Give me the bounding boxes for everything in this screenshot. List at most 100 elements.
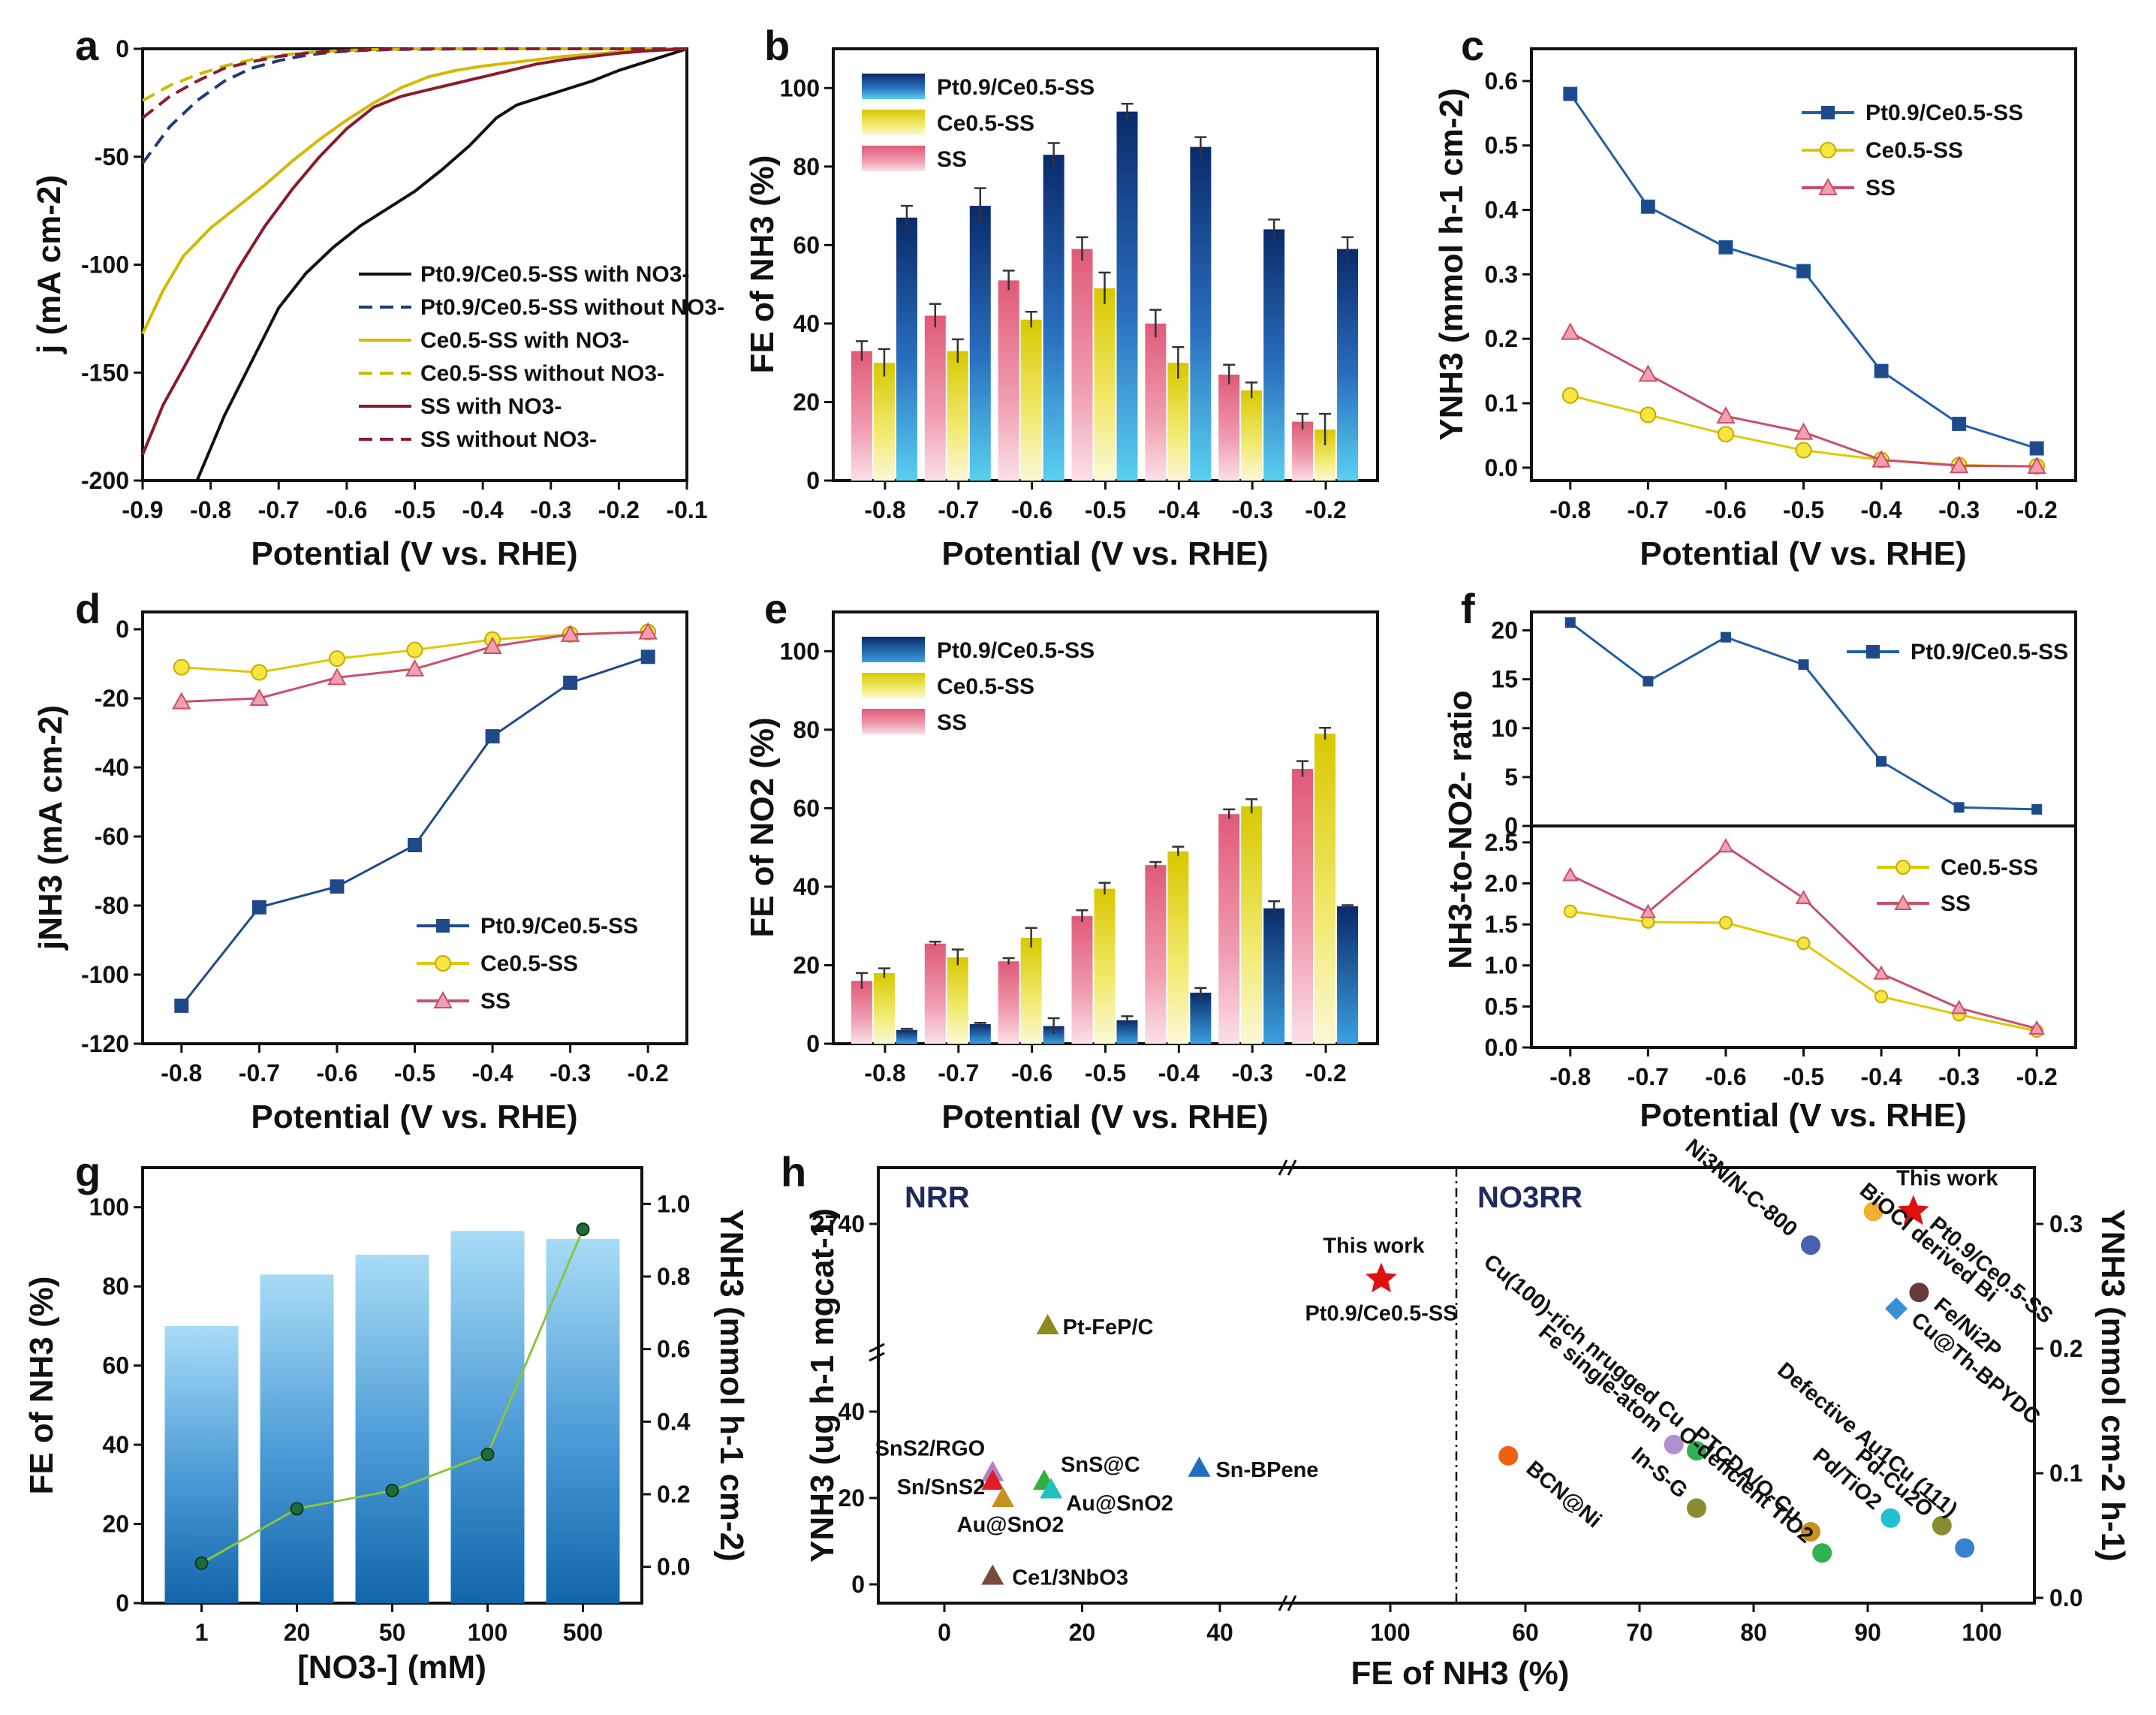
series-f-1-1-point bbox=[2028, 1020, 2045, 1035]
series-3-2-point bbox=[560, 624, 580, 642]
h-mid-xtick-label: 100 bbox=[1370, 1619, 1410, 1646]
f-xtick-label: -0.4 bbox=[1861, 1063, 1902, 1090]
x-axis-label-g: [NO3-] (mM) bbox=[297, 1649, 486, 1686]
point-h-star bbox=[1366, 1262, 1397, 1293]
m2-xtick-label: -0.4 bbox=[1861, 496, 1902, 523]
a-xtick-label: -0.8 bbox=[190, 496, 231, 523]
bar-g bbox=[355, 1255, 429, 1603]
series-3-0-point bbox=[640, 650, 655, 665]
f-xtick-label: -0.7 bbox=[1628, 1063, 1669, 1090]
series-f-0-0-point bbox=[2031, 803, 2043, 815]
g-ytick-label: 100 bbox=[89, 1194, 129, 1221]
legend-a: Pt0.9/Ce0.5-SS with NO3- Pt0.9/Ce0.5-SS … bbox=[359, 262, 724, 452]
point-h-no3rr bbox=[1885, 1297, 1908, 1320]
series-3-2-point bbox=[327, 668, 347, 686]
bar1-ytick-label: 0 bbox=[806, 467, 820, 494]
a-xtick-label: -0.3 bbox=[530, 496, 571, 523]
legend-d-item-2: SS bbox=[480, 989, 510, 1014]
series-f-0-0-point bbox=[1564, 617, 1576, 628]
series-2-2-point bbox=[1716, 406, 1736, 424]
annotation-h-label: Sn-BPene bbox=[1215, 1458, 1318, 1482]
point-h-star bbox=[1897, 1195, 1929, 1225]
series-2-2-point bbox=[1638, 364, 1658, 382]
series-3-1-point bbox=[406, 641, 423, 659]
bar-4-2 bbox=[969, 1023, 991, 1044]
plot-frame-f bbox=[1530, 610, 2077, 1049]
bar-4-1 bbox=[947, 957, 968, 1044]
axis-break-mark bbox=[869, 1343, 885, 1353]
series-f-1-1-point bbox=[1795, 890, 1812, 905]
bar1-ytick-label: 80 bbox=[793, 153, 820, 180]
series-2-2-point bbox=[2027, 457, 2046, 475]
h-left-ytick-label: 20 bbox=[838, 1484, 865, 1512]
m3-ytick-label: -100 bbox=[81, 961, 129, 988]
annotation-h-label: This work bbox=[1323, 1234, 1425, 1258]
series-f-1-0-point bbox=[1563, 904, 1577, 918]
g2-ytick-label: 1.0 bbox=[657, 1190, 690, 1217]
a-ytick-label: -200 bbox=[81, 467, 129, 494]
bar1-xtick-label: -0.2 bbox=[1305, 496, 1347, 523]
legend-a-item-1: Pt0.9/Ce0.5-SS without NO3- bbox=[420, 295, 724, 320]
h-right-ytick-label: 0.2 bbox=[2049, 1335, 2082, 1362]
series-2-1-point bbox=[1717, 426, 1734, 443]
legend-b: Pt0.9/Ce0.5-SS Ce0.5-SS SS bbox=[862, 74, 1095, 172]
bar-1-1 bbox=[1020, 319, 1042, 481]
bar-g bbox=[546, 1238, 620, 1603]
panel-h: 0 20 40 100 60 70 80 90 100 0 20 40 2740 0.0 0.1 0.2 0.3… bbox=[804, 1135, 2131, 1692]
bar-4-1 bbox=[873, 972, 895, 1044]
m3-xtick-label: -0.6 bbox=[316, 1059, 357, 1087]
h-left-xtick-label: 40 bbox=[1206, 1619, 1233, 1646]
h-right-xtick-label: 80 bbox=[1740, 1619, 1767, 1646]
bar4-ytick-label: 0 bbox=[806, 1030, 820, 1057]
bar-1-2 bbox=[1337, 249, 1359, 481]
bar-1-0 bbox=[1292, 421, 1314, 481]
legend-a-item-0: Pt0.9/Ce0.5-SS with NO3- bbox=[420, 262, 689, 287]
g-ytick-label: 60 bbox=[102, 1352, 129, 1379]
bar-4-2 bbox=[1337, 906, 1359, 1044]
legend-f-item-1: Ce0.5-SS bbox=[1941, 855, 2038, 880]
g-ytick-label: 40 bbox=[102, 1431, 129, 1458]
panel-label-f: f bbox=[1461, 585, 1475, 632]
series-3-2-point bbox=[638, 622, 658, 640]
series-f-0-0-point bbox=[1798, 659, 1809, 671]
series-a-3-line bbox=[142, 47, 687, 102]
bar-4-0 bbox=[924, 943, 946, 1044]
bar1-xtick-label: -0.3 bbox=[1232, 496, 1273, 523]
annotation-h-label: SnS2/RGO bbox=[875, 1437, 986, 1461]
g2-ytick-label: 0.2 bbox=[657, 1481, 690, 1508]
bar-4-0 bbox=[1292, 769, 1314, 1044]
legend-f-item-2: SS bbox=[1941, 891, 1971, 916]
h-left-xtick-label: 0 bbox=[938, 1619, 951, 1646]
bar-1-0 bbox=[1218, 374, 1240, 481]
annotation-h-label: Au@SnO2 bbox=[957, 1513, 1064, 1537]
series-2-2-point bbox=[1793, 422, 1814, 440]
f-xtick-label: -0.8 bbox=[1549, 1063, 1591, 1090]
series-3-2-point bbox=[483, 636, 502, 654]
m2-ytick-label: 0.4 bbox=[1485, 197, 1519, 224]
h-right-xtick-label: 60 bbox=[1512, 1619, 1539, 1646]
bar-4-0 bbox=[1145, 865, 1167, 1044]
bar-g bbox=[450, 1231, 525, 1603]
h-right-ytick-label: 0.3 bbox=[2049, 1210, 2082, 1237]
f-xtick-label: -0.2 bbox=[2016, 1063, 2058, 1090]
bar4-xtick-label: -0.2 bbox=[1305, 1059, 1347, 1087]
f1-ytick-label: 2.5 bbox=[1485, 829, 1518, 856]
point-h-no3rr bbox=[1863, 1201, 1883, 1222]
f-xtick-label: -0.3 bbox=[1938, 1063, 1980, 1090]
section-label-nrr: NRR bbox=[905, 1181, 970, 1214]
bar1-xtick-label: -0.7 bbox=[938, 496, 979, 523]
h-left-ytick-label: 0 bbox=[851, 1571, 865, 1598]
bar-4-1 bbox=[1314, 734, 1336, 1044]
panel-label-c: c bbox=[1461, 22, 1484, 69]
bar-1-1 bbox=[873, 363, 895, 481]
bar-1-0 bbox=[998, 280, 1019, 481]
series-a-5-line bbox=[141, 47, 687, 119]
m3-ytick-label: 0 bbox=[116, 616, 129, 643]
legend-e-item-0: Pt0.9/Ce0.5-SS bbox=[937, 638, 1095, 663]
h-right-xtick-label: 90 bbox=[1854, 1619, 1881, 1646]
bar1-ytick-label: 100 bbox=[780, 74, 820, 101]
m2-ytick-label: 0.1 bbox=[1485, 390, 1518, 417]
f0-ytick-label: 5 bbox=[1504, 764, 1518, 791]
annotation-h-label: Ni3N/N-C-800 bbox=[1681, 1135, 1802, 1242]
panel-label-g: g bbox=[75, 1148, 101, 1195]
